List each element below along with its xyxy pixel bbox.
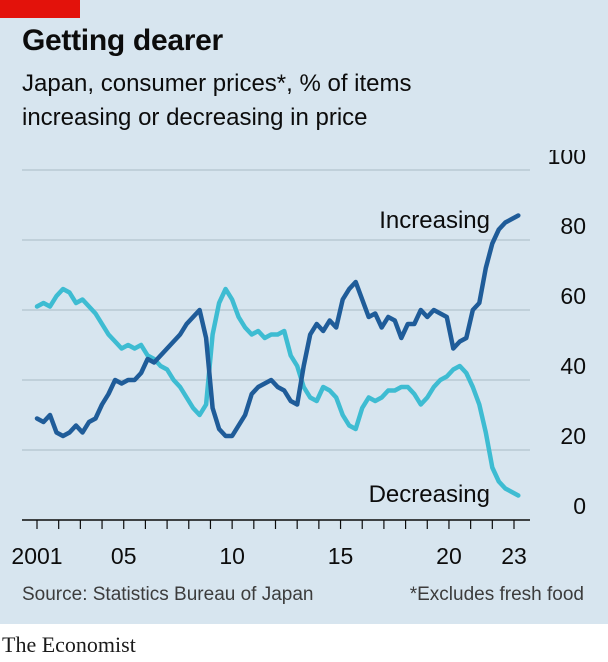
y-tick-label-40: 40: [560, 353, 586, 379]
y-tick-label-20: 20: [560, 423, 586, 449]
x-axis: 2001 05 10 15 20 23: [11, 519, 530, 569]
chart-title: Getting dearer: [22, 24, 223, 57]
x-tick-label-05: 05: [111, 543, 137, 569]
series-label-decreasing: Decreasing: [369, 481, 490, 508]
chart-card: Getting dearer Japan, consumer prices*, …: [0, 0, 608, 624]
y-tick-label-80: 80: [560, 213, 586, 239]
x-tick-label-15: 15: [328, 543, 354, 569]
brand-red-tag: [0, 0, 80, 18]
series-lines: [34, 213, 521, 498]
y-tick-label-0: 0: [573, 493, 586, 519]
x-tick-label-23: 23: [501, 543, 527, 569]
x-tick-label-2001: 2001: [11, 543, 62, 569]
y-tick-label-60: 60: [560, 283, 586, 309]
y-tick-label-100: 100: [548, 150, 586, 169]
gridlines: [22, 169, 530, 451]
series-line-increasing: [34, 213, 521, 439]
source-note: Source: Statistics Bureau of Japan: [22, 584, 314, 605]
x-tick-label-10: 10: [219, 543, 245, 569]
line-chart: 0 20 40 60 80 100 2001 05 10 15 20 23 Increasing De…: [11, 150, 586, 569]
footnote: *Excludes fresh food: [409, 584, 584, 605]
chart-subtitle-line-2: increasing or decreasing in price: [22, 104, 368, 131]
series-labels: Increasing Decreasing: [369, 207, 490, 508]
chart-subtitle-line-1: Japan, consumer prices*, % of items: [22, 70, 412, 97]
y-axis-tick-labels: 0 20 40 60 80 100: [548, 150, 586, 519]
series-line-decreasing: [34, 286, 521, 498]
x-tick-label-20: 20: [436, 543, 462, 569]
series-label-increasing: Increasing: [379, 207, 490, 234]
publisher-brand: The Economist: [2, 632, 136, 657]
